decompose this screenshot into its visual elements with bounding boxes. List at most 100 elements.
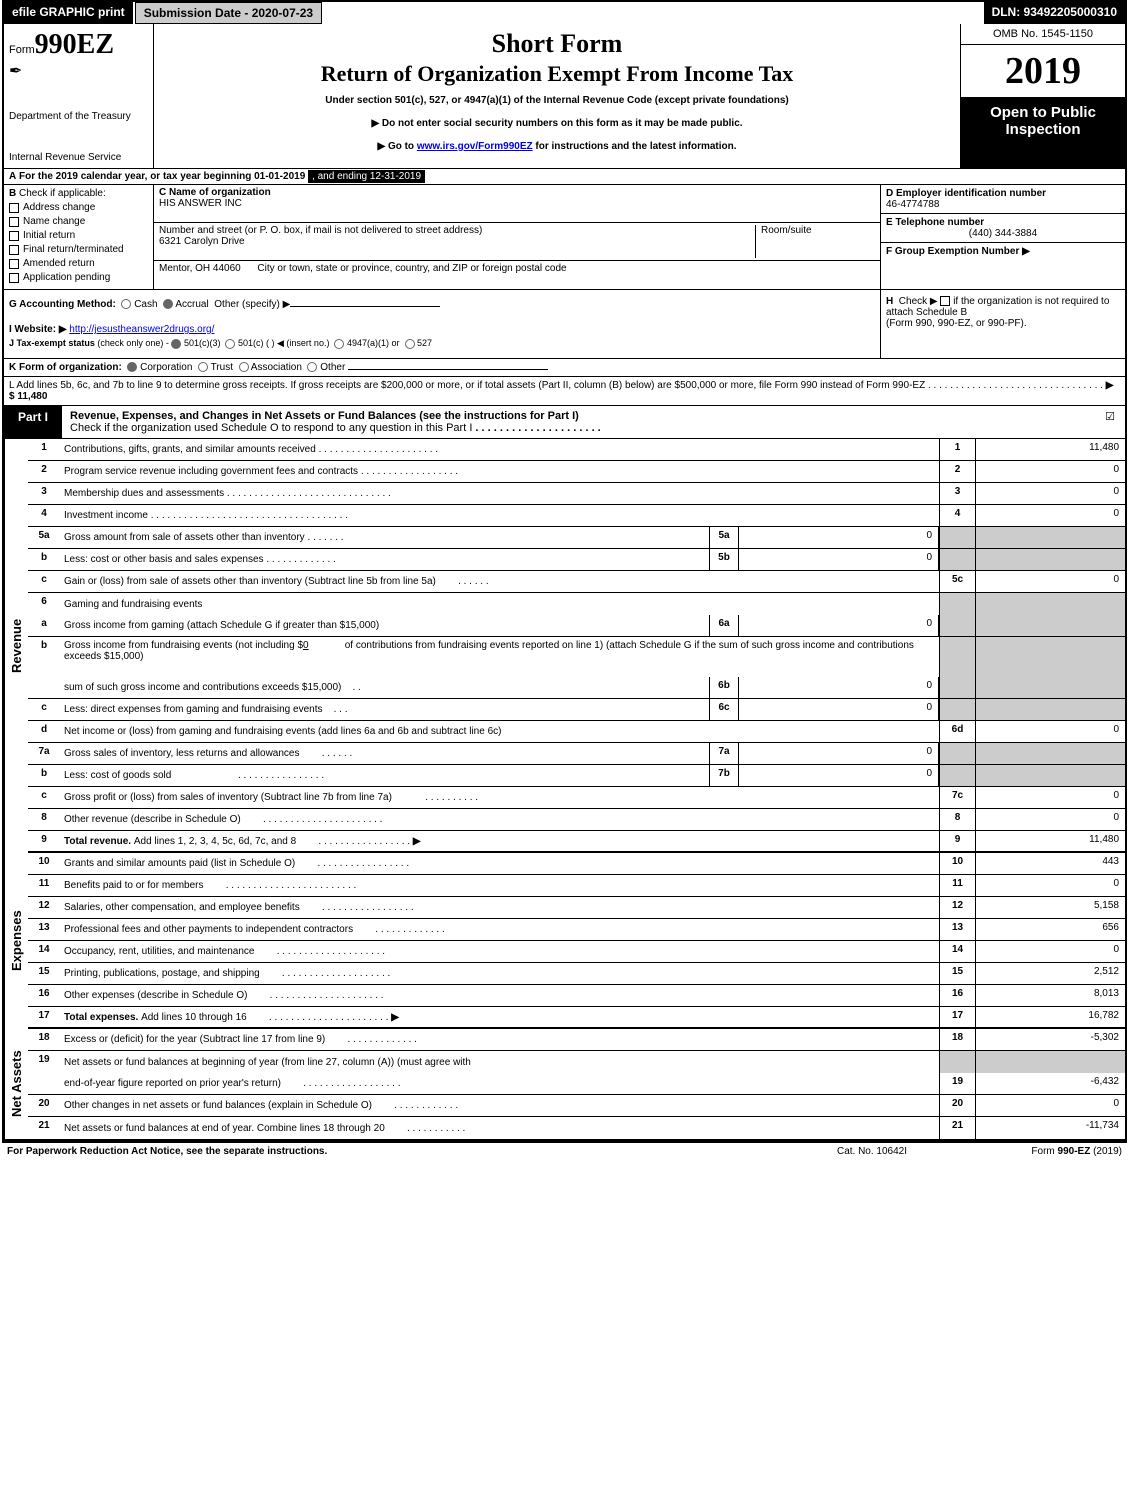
l6c-grey1 xyxy=(939,699,975,720)
final-checkbox[interactable] xyxy=(9,245,19,255)
l7a-desc: Gross sales of inventory, less returns a… xyxy=(60,743,709,764)
l6-grey2 xyxy=(975,593,1125,615)
j-4947-radio[interactable] xyxy=(334,339,344,349)
sec-b-org-info: C Name of organization HIS ANSWER INC Nu… xyxy=(154,185,880,289)
do-not-enter: ▶ Do not enter social security numbers o… xyxy=(159,118,955,129)
accrual-radio[interactable] xyxy=(163,299,173,309)
l6b-mval: 0 xyxy=(739,677,939,698)
l13-rval: 656 xyxy=(975,919,1125,940)
other-specify-input[interactable] xyxy=(290,306,440,307)
l5a-mnum: 5a xyxy=(709,527,739,548)
app-pending-checkbox[interactable] xyxy=(9,273,19,283)
netassets-body: 18 Excess or (deficit) for the year (Sub… xyxy=(28,1029,1125,1139)
l6c-mnum: 6c xyxy=(709,699,739,720)
amended-checkbox[interactable] xyxy=(9,259,19,269)
k-other-radio[interactable] xyxy=(307,362,317,372)
line-8: 8 Other revenue (describe in Schedule O)… xyxy=(28,809,1125,831)
j-4947: 4947(a)(1) or xyxy=(347,338,400,348)
sec-b-checkboxes: B Check if applicable: Address change Na… xyxy=(4,185,154,289)
irs-link[interactable]: www.irs.gov/Form990EZ xyxy=(417,141,533,152)
tax-year: 2019 xyxy=(961,45,1125,98)
l15-rval: 2,512 xyxy=(975,963,1125,984)
j-501c3-radio[interactable] xyxy=(171,339,181,349)
cash-radio[interactable] xyxy=(121,299,131,309)
l9-num: 9 xyxy=(28,831,60,851)
footer-right: Form 990-EZ (2019) xyxy=(972,1146,1122,1157)
name-change-checkbox[interactable] xyxy=(9,217,19,227)
open-to-public: Open to Public Inspection xyxy=(961,98,1125,168)
row-l: L Add lines 5b, 6c, and 7b to line 9 to … xyxy=(4,377,1125,406)
section-b: B Check if applicable: Address change Na… xyxy=(4,185,1125,290)
line-18: 18 Excess or (deficit) for the year (Sub… xyxy=(28,1029,1125,1051)
l9-rval: 11,480 xyxy=(975,831,1125,851)
l7b-desc: Less: cost of goods sold . . . . . . . .… xyxy=(60,765,709,786)
l6d-desc: Net income or (loss) from gaming and fun… xyxy=(60,721,939,742)
city-value: Mentor, OH 44060 xyxy=(159,263,241,274)
row-a: A For the 2019 calendar year, or tax yea… xyxy=(4,169,1125,185)
l16-desc: Other expenses (describe in Schedule O) … xyxy=(60,985,939,1006)
l11-num: 11 xyxy=(28,875,60,896)
l15-rnum: 15 xyxy=(939,963,975,984)
line-7c: c Gross profit or (loss) from sales of i… xyxy=(28,787,1125,809)
l6b-mnum: 6b xyxy=(709,677,739,698)
expenses-side-label: Expenses xyxy=(4,853,28,1029)
part1-title: Revenue, Expenses, and Changes in Net As… xyxy=(62,406,1095,438)
l9-rnum: 9 xyxy=(939,831,975,851)
form-header: Form990EZ ✒ Department of the Treasury I… xyxy=(4,24,1125,169)
h-checkbox[interactable] xyxy=(940,296,950,306)
l19-grey2 xyxy=(975,1051,1125,1073)
l13-num: 13 xyxy=(28,919,60,940)
j-label: J Tax-exempt status xyxy=(9,338,95,348)
c-label: C Name of organization xyxy=(159,187,271,198)
l5b-desc: Less: cost or other basis and sales expe… xyxy=(60,549,709,570)
k-corp-radio[interactable] xyxy=(127,362,137,372)
l5c-desc: Gain or (loss) from sale of assets other… xyxy=(60,571,939,592)
e-label: E Telephone number xyxy=(886,217,984,228)
addr-change-checkbox[interactable] xyxy=(9,203,19,213)
revenue-side-label: Revenue xyxy=(4,439,28,853)
line-6d: d Net income or (loss) from gaming and f… xyxy=(28,721,1125,743)
l13-rnum: 13 xyxy=(939,919,975,940)
l10-rnum: 10 xyxy=(939,853,975,874)
initial-checkbox[interactable] xyxy=(9,231,19,241)
l17-desc: Total expenses. Add lines 10 through 16 … xyxy=(60,1007,939,1027)
j-527-radio[interactable] xyxy=(405,339,415,349)
l11-rval: 0 xyxy=(975,875,1125,896)
line-10: 10 Grants and similar amounts paid (list… xyxy=(28,853,1125,875)
l7a-grey2 xyxy=(975,743,1125,764)
netassets-table: Net Assets 18 Excess or (deficit) for th… xyxy=(4,1029,1125,1141)
revenue-table: Revenue 1 Contributions, gifts, grants, … xyxy=(4,439,1125,853)
l6d-num: d xyxy=(28,721,60,742)
l6a-mval: 0 xyxy=(739,615,939,636)
efile-print-button[interactable]: efile GRAPHIC print xyxy=(4,2,135,24)
l13-desc: Professional fees and other payments to … xyxy=(60,919,939,940)
j-501c-radio[interactable] xyxy=(225,339,235,349)
website-link[interactable]: http://jesustheanswer2drugs.org/ xyxy=(69,324,214,335)
part1-checkbox[interactable]: ☑ xyxy=(1095,406,1125,438)
l1-rval: 11,480 xyxy=(975,439,1125,460)
k-assoc-radio[interactable] xyxy=(239,362,249,372)
line-4: 4 Investment income . . . . . . . . . . … xyxy=(28,505,1125,527)
line-9: 9 Total revenue. Add lines 1, 2, 3, 4, 5… xyxy=(28,831,1125,853)
l5b-grey1 xyxy=(939,549,975,570)
l10-rval: 443 xyxy=(975,853,1125,874)
l7c-desc: Gross profit or (loss) from sales of inv… xyxy=(60,787,939,808)
h-check: Check ▶ xyxy=(899,296,938,307)
l5a-grey1 xyxy=(939,527,975,548)
l19-num2 xyxy=(28,1073,60,1094)
k-trust-radio[interactable] xyxy=(198,362,208,372)
l6a-grey2 xyxy=(975,615,1125,636)
l7a-mval: 0 xyxy=(739,743,939,764)
revenue-body: 1 Contributions, gifts, grants, and simi… xyxy=(28,439,1125,853)
l16-rnum: 16 xyxy=(939,985,975,1006)
part1-title-text: Revenue, Expenses, and Changes in Net As… xyxy=(70,410,579,422)
other-label: Other (specify) ▶ xyxy=(214,299,290,310)
final-label: Final return/terminated xyxy=(23,244,124,255)
l6b-grey1 xyxy=(939,637,975,677)
line-5a: 5a Gross amount from sale of assets othe… xyxy=(28,527,1125,549)
l20-rnum: 20 xyxy=(939,1095,975,1116)
k-other-input[interactable] xyxy=(348,369,548,370)
l8-num: 8 xyxy=(28,809,60,830)
l8-rnum: 8 xyxy=(939,809,975,830)
l16-num: 16 xyxy=(28,985,60,1006)
